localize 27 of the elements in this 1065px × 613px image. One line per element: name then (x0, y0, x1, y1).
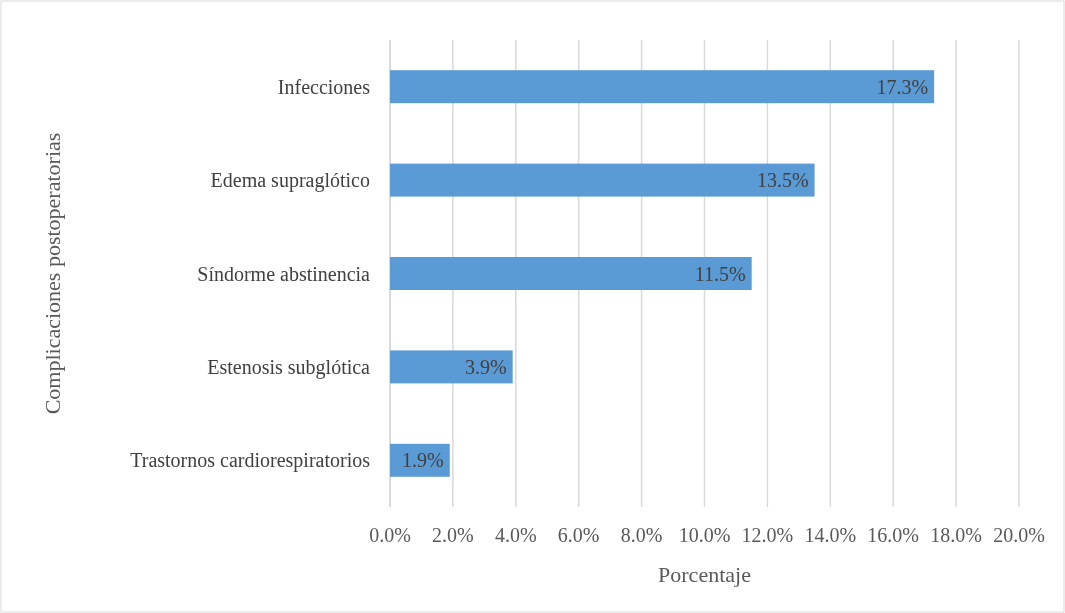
x-tick-label: 8.0% (620, 524, 663, 546)
x-tick-label: 0.0% (369, 524, 411, 546)
x-tick-label: 18.0% (930, 524, 982, 546)
x-tick-label: 14.0% (804, 524, 857, 546)
y-tick-label: Infecciones (277, 75, 371, 98)
y-axis-title: Complicaciones postoperatorias (40, 132, 65, 415)
x-tick-label: 16.0% (867, 524, 920, 546)
y-tick-label: Trastornos cardiorespiratorios (130, 449, 371, 473)
x-tick-label: 12.0% (741, 524, 794, 546)
bar (390, 163, 815, 197)
bar (390, 70, 935, 104)
y-tick-label: Síndorme abstinencia (197, 262, 371, 285)
data-label: 3.9% (464, 355, 507, 378)
y-tick-label: Edema supraglótico (210, 169, 370, 193)
data-label: 1.9% (402, 449, 444, 472)
x-tick-label: 4.0% (494, 524, 537, 546)
y-tick-label: Estenosis subglótica (207, 355, 371, 379)
x-axis-title: Porcentaje (658, 562, 751, 587)
data-label: 17.3% (876, 75, 929, 98)
x-tick-label: 2.0% (432, 524, 474, 546)
x-tick-label: 20.0% (993, 524, 1045, 546)
data-label: 13.5% (756, 169, 809, 192)
bar (390, 350, 513, 384)
data-label: 11.5% (694, 262, 746, 285)
x-tick-label: 6.0% (557, 524, 600, 546)
bar (390, 257, 752, 290)
x-tick-label: 10.0% (678, 524, 731, 546)
